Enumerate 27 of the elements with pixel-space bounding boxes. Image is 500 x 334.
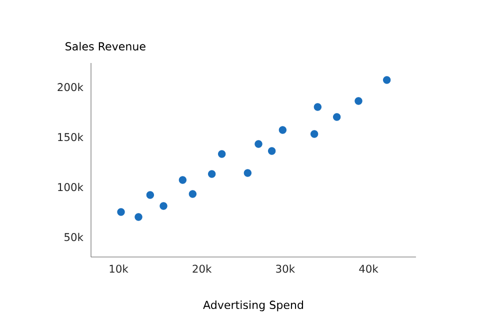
point [218, 150, 226, 158]
y-tick-label: 200k [58, 82, 84, 92]
point [117, 208, 125, 216]
point [134, 213, 142, 221]
point [268, 147, 276, 155]
point [310, 130, 318, 138]
point [354, 97, 362, 105]
point [188, 190, 197, 198]
y-tick-label: 100k [58, 182, 84, 192]
point [278, 126, 287, 134]
x-tick-label: 40k [359, 264, 378, 273]
point [178, 176, 187, 184]
x-axis-title: Advertising Spend [203, 300, 304, 312]
point [208, 170, 216, 178]
point [332, 113, 341, 121]
x-tick-label: 20k [192, 264, 212, 273]
point [160, 202, 168, 210]
y-axis-title: Sales Revenue [66, 42, 146, 51]
x-tick-label: 30k [276, 264, 296, 273]
y-tick-label: 50k [64, 232, 84, 242]
point [254, 140, 262, 148]
point [382, 76, 391, 84]
y-tick-label: 150k [58, 132, 84, 142]
point [314, 103, 322, 111]
point [244, 169, 252, 177]
point [146, 191, 154, 199]
x-tick-label: 10k [110, 264, 128, 273]
